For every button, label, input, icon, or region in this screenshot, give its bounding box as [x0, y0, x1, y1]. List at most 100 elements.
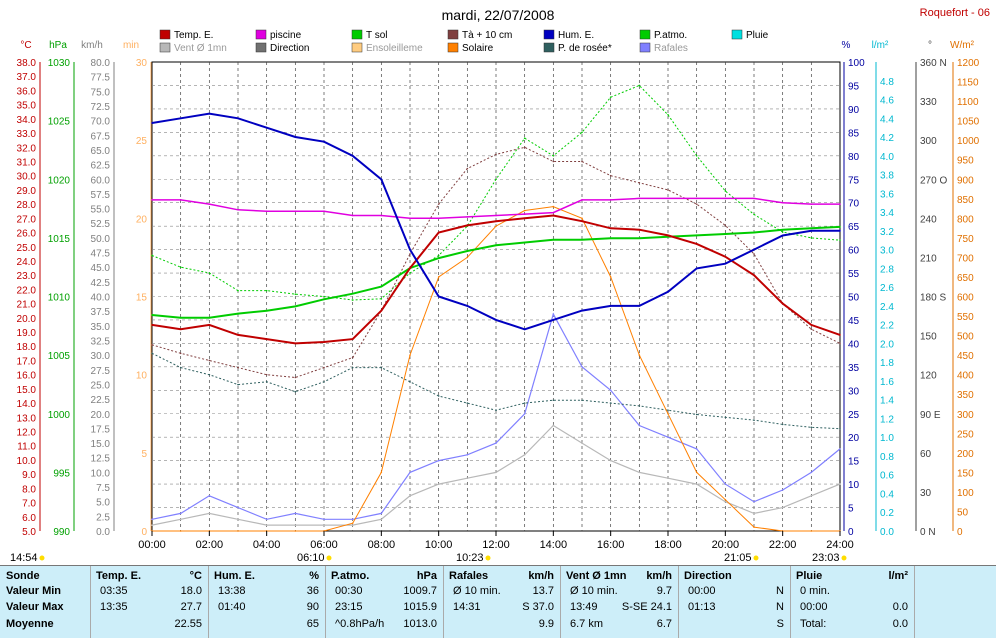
tick-label-kmh: 50.0: [91, 234, 111, 245]
tick-label-kmh: 12.5: [91, 454, 111, 465]
weather-chart: mardi, 22/07/2008 Roquefort - 06 Temp. E…: [10, 7, 990, 564]
tick-label-kmh: 80.0: [91, 58, 111, 69]
tick-label-wm2: 150: [957, 468, 974, 479]
tick-label-temp: 34.0: [17, 115, 37, 126]
data-point: [208, 324, 211, 326]
tick-label-lm2: 0.0: [880, 527, 894, 538]
tick-label-wm2: 300: [957, 410, 974, 421]
data-point: [351, 522, 354, 524]
data-point: [667, 234, 669, 237]
table-column: [325, 566, 444, 638]
tick-label-hpa: 1030: [48, 58, 71, 69]
tick-label-wm2: 1100: [957, 97, 979, 108]
data-point: [667, 197, 669, 200]
data-point: [466, 256, 469, 259]
data-point: [552, 160, 555, 163]
tick-label-kmh: 0.0: [96, 527, 110, 538]
table-cell-time: 13:49: [570, 601, 598, 613]
axis-unit-kmh: km/h: [81, 40, 103, 51]
data-point: [237, 383, 239, 386]
table-cell-time: 00:00: [800, 601, 828, 613]
table-row-label: Moyenne: [6, 618, 54, 630]
data-point: [323, 380, 325, 383]
data-point: [695, 267, 698, 270]
data-point: [294, 524, 297, 526]
table-header: P.atmo.: [331, 570, 370, 582]
data-point: [581, 131, 583, 134]
data-point: [810, 227, 813, 230]
data-point: [552, 319, 555, 321]
data-point: [466, 167, 469, 170]
data-point: [638, 237, 641, 240]
table-cell-value: 9.9: [538, 618, 554, 630]
data-point: [437, 231, 440, 234]
data-point: [351, 214, 354, 217]
data-point: [409, 217, 411, 220]
axis-unit-min: min: [123, 40, 139, 51]
data-point: [695, 483, 698, 485]
table-header: Temp. E.: [96, 570, 142, 582]
table-column: [443, 566, 561, 638]
data-point: [552, 214, 555, 217]
data-point: [294, 136, 297, 138]
tick-label-temp: 10.0: [17, 456, 37, 467]
data-point: [237, 289, 239, 292]
tick-label-wm2: 400: [957, 371, 974, 382]
data-point: [208, 112, 211, 115]
legend-label: P.atmo.: [654, 30, 687, 41]
tick-label-hpa: 1005: [48, 351, 71, 362]
data-point: [552, 424, 555, 427]
data-point: [351, 356, 354, 359]
tick-label-temp: 23.0: [17, 271, 37, 282]
tick-label-temp: 22.0: [17, 285, 37, 296]
data-point: [409, 253, 411, 255]
data-point: [781, 302, 784, 305]
data-point: [409, 267, 411, 269]
data-point: [380, 366, 383, 369]
x-axis: 00:00 02:00 04:00 06:00 08:00 10:00 12:00 14:00…: [138, 531, 854, 551]
data-point: [351, 338, 354, 340]
table-unit: %: [309, 570, 319, 582]
table-cell-value: 0.0: [892, 618, 908, 630]
tick-label-pct: 25: [848, 410, 860, 421]
tick-label-deg: 300: [920, 136, 937, 147]
data-point: [839, 483, 841, 485]
tick-label-temp: 13.0: [17, 413, 37, 424]
tick-label-wm2: 550: [957, 312, 974, 323]
tick-label-pct: 35: [848, 363, 860, 374]
table-cell-value: S 37.0: [522, 601, 554, 613]
data-point: [179, 266, 182, 268]
data-point: [237, 117, 239, 120]
table-header: Direction: [684, 570, 732, 582]
tick-label-temp: 20.0: [17, 314, 37, 325]
data-point: [179, 199, 182, 201]
x-tick-label: 22:00: [769, 539, 797, 551]
tick-label-hpa: 990: [53, 527, 70, 538]
legend-label: T sol: [366, 30, 388, 41]
legend-label: Vent Ø 1mn: [174, 43, 227, 54]
data-point: [810, 426, 813, 429]
data-point: [265, 210, 268, 213]
legend-swatch: [447, 29, 459, 40]
tick-label-pct: 60: [848, 246, 860, 257]
legend-swatch: [255, 29, 267, 40]
data-point: [208, 317, 211, 319]
data-point: [351, 155, 354, 157]
table-header: Sonde: [6, 570, 40, 582]
tick-label-temp: 8.0: [22, 484, 36, 495]
tick-label-wm2: 950: [957, 156, 974, 167]
data-point: [437, 395, 440, 397]
data-point: [781, 231, 784, 233]
data-point: [294, 390, 297, 393]
data-point: [523, 402, 526, 404]
tick-label-hpa: 995: [53, 468, 70, 479]
data-point: [695, 471, 698, 474]
tick-label-kmh: 7.5: [96, 483, 110, 494]
data-point: [523, 453, 526, 456]
data-point: [294, 530, 297, 532]
axis-unit-deg: °: [928, 40, 932, 51]
tick-label-wm2: 900: [957, 175, 974, 186]
table-cell-value: 36: [306, 585, 319, 597]
legend-label: Direction: [270, 43, 309, 54]
tick-label-temp: 27.0: [17, 214, 37, 225]
